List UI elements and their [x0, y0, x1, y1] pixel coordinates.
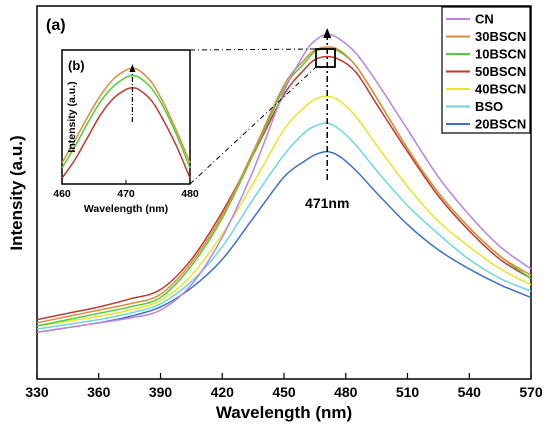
- x-axis-ticks: 330 360 390 420 450 480 510 540 570: [25, 373, 543, 400]
- series-line-40bscn: [36, 95, 532, 327]
- series-line-bso: [36, 122, 532, 330]
- peak-annotation: 471nm: [305, 28, 349, 211]
- legend-label-30bscn: 30BSCN: [475, 29, 526, 44]
- legend-label-20bscn: 20BSCN: [475, 117, 526, 132]
- inset-x-axis-label: Wavelength (nm): [84, 203, 168, 215]
- y-axis-label: Intensity (a.u.): [7, 135, 26, 250]
- x-tick-label: 330: [25, 384, 49, 400]
- series-line-50bscn: [36, 55, 532, 321]
- legend-label-40bscn: 40BSCN: [475, 82, 526, 97]
- inset-series-line-50bscn: [61, 87, 191, 179]
- inset-series-group: [61, 67, 191, 179]
- legend-items: CN 30BSCN 10BSCN 50BSCN 40BSCN BSO 20BSCN: [446, 12, 526, 132]
- inset-x-tick-label: 470: [117, 188, 135, 200]
- x-tick-label: 420: [211, 384, 235, 400]
- legend: CN 30BSCN 10BSCN 50BSCN 40BSCN BSO 20BSCN: [441, 6, 531, 134]
- x-tick-label: 360: [87, 384, 111, 400]
- x-tick-label: 510: [396, 384, 420, 400]
- panel-label-b: (b): [68, 58, 85, 73]
- panel-label-a: (a): [46, 17, 66, 34]
- legend-box: [441, 6, 531, 134]
- x-axis-label: Wavelength (nm): [216, 403, 352, 422]
- x-tick-label: 570: [519, 384, 543, 400]
- inset-y-axis-label: Intensity (a.u.): [66, 81, 78, 152]
- peak-label: 471nm: [305, 195, 349, 211]
- zoom-connector-top: [189, 48, 317, 51]
- series-line-30bscn: [36, 46, 532, 324]
- legend-label-bso: BSO: [475, 99, 503, 114]
- inset-peak-arrow-icon: [129, 64, 136, 72]
- peak-arrow-icon: [323, 28, 332, 38]
- series-line-cn: [36, 33, 532, 334]
- x-tick-label: 540: [458, 384, 482, 400]
- series-line-20bscn: [36, 150, 532, 334]
- inset-series-line-10bscn: [61, 74, 191, 169]
- inset-plot: 460 470 480 (b) Wavelength (nm) Intensity …: [53, 49, 199, 215]
- inset-x-tick-label: 460: [53, 188, 71, 200]
- inset-x-tick-label: 480: [181, 188, 199, 200]
- legend-label-50bscn: 50BSCN: [475, 64, 526, 79]
- legend-label-10bscn: 10BSCN: [475, 47, 526, 62]
- x-tick-label: 390: [149, 384, 173, 400]
- x-tick-label: 480: [334, 384, 358, 400]
- legend-label-cn: CN: [475, 12, 494, 27]
- zoom-box: [315, 48, 336, 68]
- main-series-group: [36, 33, 532, 334]
- inset-series-line-30bscn: [61, 67, 191, 164]
- inset-x-axis-ticks: 460 470 480: [53, 180, 199, 200]
- zoom-connector-bottom: [189, 66, 317, 185]
- x-tick-label: 450: [272, 384, 296, 400]
